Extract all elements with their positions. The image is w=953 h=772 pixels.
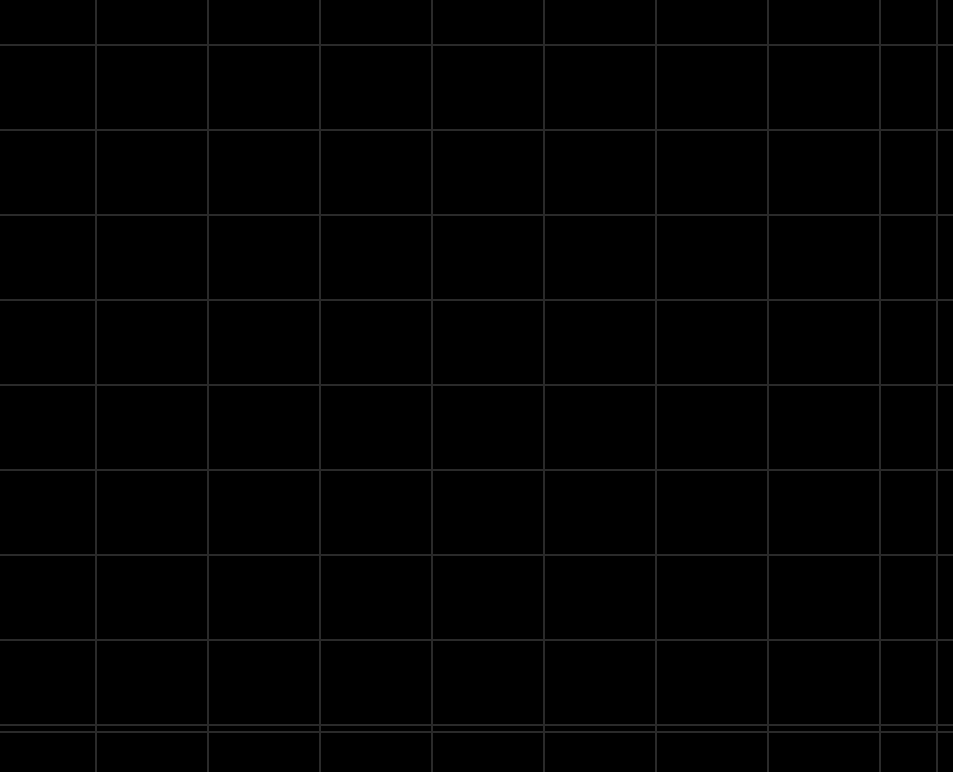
screen-capture <box>0 0 953 772</box>
empty-canvas-backdrop <box>0 0 953 772</box>
